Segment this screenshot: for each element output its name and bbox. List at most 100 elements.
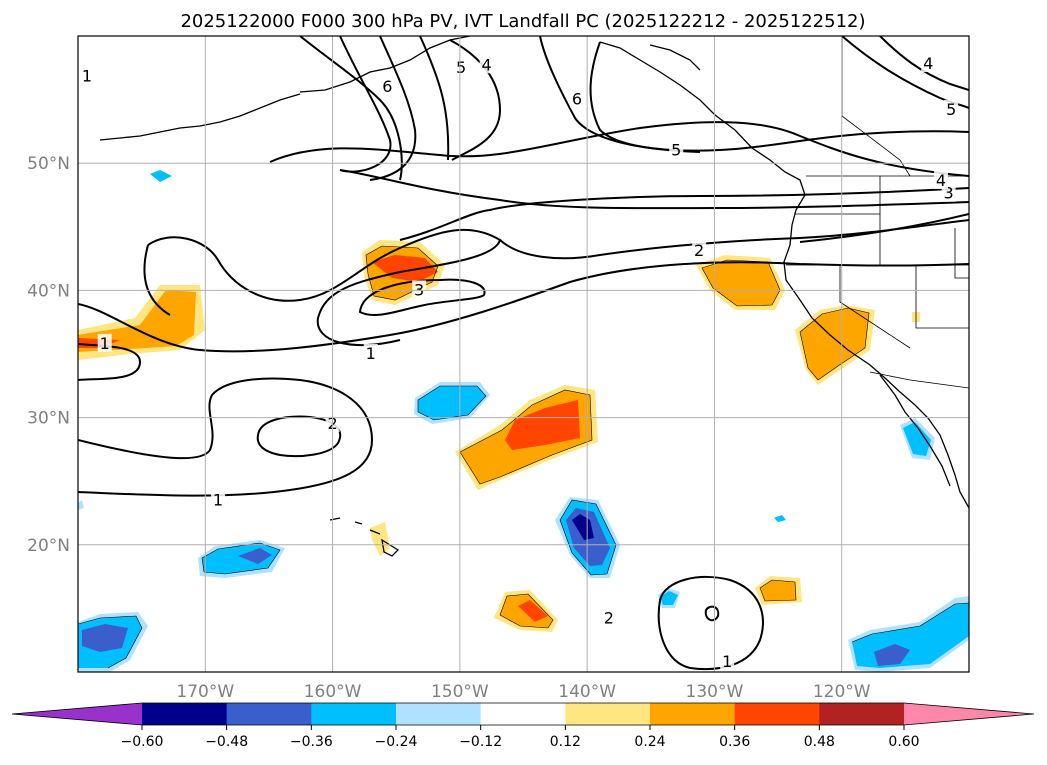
longitude-tick-labels: 170°W 160°W 150°W 140°W 130°W 120°W — [176, 682, 870, 702]
y-tick-label: 50°N — [27, 154, 70, 174]
pv-contour-5-north — [539, 36, 701, 153]
y-tick-label: 20°N — [27, 536, 70, 556]
pv-contour-3-east — [799, 213, 969, 243]
colorbar-tick-label: 0.36 — [719, 734, 750, 750]
pv-contour-6-north — [589, 41, 969, 152]
alaska-coastline — [299, 36, 471, 93]
contour-label: 6 — [382, 77, 392, 96]
pv-contour-5-ridge — [449, 39, 502, 161]
map-frame — [77, 35, 970, 673]
north-america-coastline — [599, 41, 969, 509]
pv-contour-5-northeast — [841, 36, 969, 109]
contour-label-bg — [933, 171, 948, 190]
x-tick-label: 150°W — [431, 682, 489, 702]
hawaii-islands — [329, 517, 400, 557]
pv-contours — [78, 36, 969, 671]
contour-label-bg — [454, 57, 469, 76]
pv-contour-1-west — [147, 228, 502, 347]
island-outline — [649, 44, 701, 71]
shade-positive-region — [760, 580, 796, 601]
nevada-california-border — [839, 265, 911, 349]
x-tick-label: 120°W — [813, 682, 871, 702]
pv-contour-5-trough — [369, 36, 417, 181]
contour-label: 1 — [213, 490, 223, 509]
nevada-east-border — [915, 265, 969, 329]
contour-label-bg — [479, 55, 494, 74]
pv-contour-6-trough — [419, 36, 450, 161]
colorbar-tick-label: −0.60 — [121, 734, 164, 750]
contour-label-bg — [720, 651, 735, 670]
contour-label: 3 — [944, 184, 954, 203]
pv-contour-4-northeast — [879, 36, 969, 91]
pv-contour-2-small — [704, 605, 720, 622]
colorbar: −0.60 −0.48 −0.36 −0.24 −0.12 0.12 0.24 0.36 0.4… — [11, 702, 1035, 750]
contour-label-bg — [79, 66, 94, 85]
contour-label: 5 — [946, 100, 956, 119]
pv-contour-4-trough — [339, 36, 392, 173]
contour-label: 5 — [671, 140, 681, 159]
contour-label-bg — [692, 240, 707, 259]
contour-label-bg — [97, 333, 112, 352]
shade-outline — [499, 593, 554, 629]
contour-label: 1 — [366, 344, 376, 363]
contour-label-bg — [412, 280, 427, 299]
map-gridlines — [78, 36, 969, 672]
colorbar-segment — [650, 703, 736, 725]
shade-negative-region — [150, 170, 172, 182]
colorbar-tick-label: −0.24 — [375, 734, 418, 750]
contour-label: 2 — [604, 609, 614, 628]
shade-positive-region — [372, 255, 438, 282]
baja-peninsula-coastline — [879, 374, 951, 487]
pv-contour-3 — [358, 278, 486, 316]
colorbar-segment — [311, 703, 397, 725]
us-mexico-border — [869, 371, 969, 389]
pv-contour-1-closed-south — [657, 576, 764, 671]
shade-negative-region — [78, 500, 84, 510]
chart-title: 2025122000 F000 300 hPa PV, IVT Landfall… — [180, 11, 865, 32]
ivt-shading — [78, 170, 969, 672]
contour-label-bg — [669, 140, 684, 159]
colorbar-segment — [396, 703, 482, 725]
x-tick-label: 130°W — [686, 682, 744, 702]
colorbar-segment — [226, 703, 312, 725]
shade-negative-region — [238, 548, 272, 564]
shade-negative-region — [774, 515, 786, 522]
y-tick-label: 30°N — [27, 409, 70, 429]
contour-label: 1 — [722, 652, 732, 671]
shade-positive-region — [370, 522, 390, 556]
colorbar-segment — [734, 703, 820, 725]
contour-label-bg — [921, 53, 936, 72]
contour-label: 4 — [481, 55, 491, 74]
coastlines — [99, 36, 969, 557]
latitude-tick-labels: 20°N 30°N 40°N 50°N — [27, 154, 70, 556]
colorbar-segment — [819, 703, 905, 725]
shade-positive-region — [505, 400, 580, 450]
pv-contour-1-closed — [78, 377, 374, 497]
colorbar-tick-label: 0.60 — [888, 734, 919, 750]
shade-outline — [365, 245, 439, 301]
shade-negative-region — [660, 591, 678, 605]
x-tick-label: 160°W — [304, 682, 362, 702]
shade-negative-region — [903, 422, 931, 456]
shade-outline — [559, 499, 617, 576]
contour-label: 4 — [923, 54, 933, 73]
contour-label: 6 — [572, 90, 582, 109]
y-tick-label: 40°N — [27, 281, 70, 301]
x-tick-label: 140°W — [558, 682, 616, 702]
contour-label: 5 — [456, 58, 466, 77]
contour-label-bg — [944, 99, 959, 118]
pv-contour-4-ridge — [299, 36, 403, 181]
pv-contour-4-jet — [339, 169, 969, 210]
shade-outline — [201, 542, 281, 575]
shade-outline — [851, 602, 969, 643]
shade-negative-region — [572, 514, 594, 540]
contour-label: 1 — [82, 67, 92, 86]
colorbar-tick-label: 0.12 — [550, 734, 581, 750]
shade-negative-region — [874, 644, 910, 666]
colorbar-over-arrow — [904, 703, 1034, 725]
contour-label-bg — [569, 89, 584, 108]
colorbar-under-arrow — [12, 703, 142, 725]
colorbar-tick-label: −0.36 — [290, 734, 333, 750]
